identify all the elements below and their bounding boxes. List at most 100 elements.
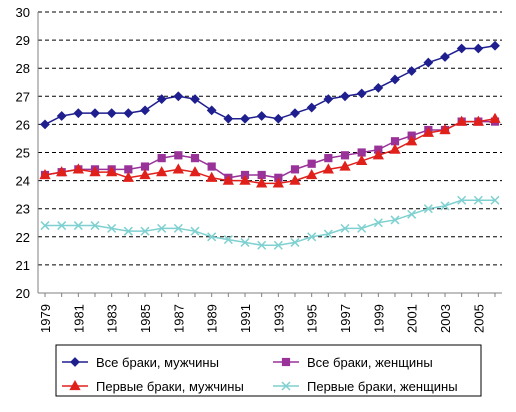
data-point-0-1985 [140, 105, 150, 116]
data-point-2-1983 [106, 166, 118, 177]
grid [38, 11, 502, 266]
data-point-3-1987-b [173, 223, 183, 233]
y-tick-label-28: 28 [16, 61, 30, 76]
data-point-0-2003 [440, 52, 450, 62]
x-tick-label-1993: 1993 [271, 304, 286, 333]
series-3 [40, 195, 500, 250]
data-point-2-1998 [356, 154, 368, 166]
data-point-2-1993 [272, 177, 284, 188]
series-layer [39, 40, 501, 250]
y-tick-label-26: 26 [16, 117, 30, 132]
data-point-2-2001 [406, 135, 418, 146]
data-point-0-1986 [156, 94, 167, 105]
x-tick-label-1989: 1989 [205, 304, 220, 333]
data-point-0-2006 [490, 40, 500, 51]
data-point-3-1999 [373, 218, 383, 228]
data-point-3-1987 [173, 223, 183, 233]
series-0 [40, 40, 500, 130]
data-point-0-2004 [456, 43, 467, 54]
axes: 20 21 22 23 24 25 26 27 28 29 30 1979 1981 1983 1985 19… [16, 5, 502, 333]
data-point-2-2005 [472, 115, 484, 126]
x-tick-label-2003: 2003 [438, 304, 453, 333]
data-point-3-2003 [440, 201, 450, 211]
data-point-2-1986 [156, 166, 168, 177]
x-tick-label-1995: 1995 [305, 304, 320, 333]
x-tick-label-1997: 1997 [338, 304, 353, 333]
data-point-3-1980 [57, 221, 67, 231]
data-point-3-1991 [240, 237, 250, 247]
legend-box [55, 344, 482, 397]
data-point-0-1992 [256, 111, 267, 121]
legend-label-3: Первые браки, женщины [307, 379, 458, 394]
data-point-2-1992 [256, 177, 268, 188]
x-tick-label-2005: 2005 [471, 304, 486, 333]
data-point-2-1979 [39, 168, 51, 180]
legend-marker-2 [69, 379, 81, 391]
data-point-0-2005 [473, 43, 484, 54]
data-point-2-2003 [439, 123, 451, 135]
y-tick-label-24: 24 [16, 174, 30, 189]
data-point-3-1994-b [290, 237, 300, 247]
data-point-2-2002 [422, 126, 434, 137]
x-tick-label-1999: 1999 [371, 304, 386, 333]
y-tick-label-30: 30 [16, 5, 30, 20]
data-point-0-1979 [40, 119, 50, 130]
data-point-3-1983 [107, 223, 117, 233]
x-tick-label-1987: 1987 [171, 304, 186, 333]
data-point-2-1980 [56, 166, 68, 177]
data-point-1-1989 [207, 162, 216, 171]
data-point-2-1996 [322, 163, 334, 174]
data-point-3-1995 [307, 232, 317, 242]
data-point-1-1997 [340, 151, 350, 160]
data-point-0-1998 [356, 88, 367, 99]
data-point-0-1999 [373, 82, 384, 93]
x-tick-label-1985: 1985 [138, 304, 153, 333]
data-point-0-2001 [406, 66, 417, 76]
data-point-3-1990 [223, 235, 233, 245]
data-point-3-1998-b [357, 223, 367, 233]
data-point-2-1995 [306, 168, 318, 180]
data-point-0-1981 [73, 108, 84, 119]
legend-label-2: Первые браки, мужчины [96, 379, 244, 394]
data-point-0-1996 [323, 94, 334, 105]
data-point-0-1995 [306, 102, 317, 113]
data-point-3-1988-b [190, 226, 200, 236]
data-point-3-1992 [257, 240, 267, 250]
data-point-3-1986-b [157, 223, 167, 233]
legend-label-1: Все браки, женщины [307, 355, 433, 370]
y-tick-label-20: 20 [16, 286, 30, 301]
data-point-3-2005 [473, 195, 483, 205]
data-point-0-1987 [173, 91, 184, 102]
data-point-0-1984 [123, 108, 134, 119]
data-point-2-1985 [139, 168, 151, 180]
y-tick-label-23: 23 [16, 202, 30, 217]
data-point-3-2004 [457, 195, 467, 205]
data-point-3-2006-b [490, 195, 500, 205]
series-line-2 [44, 118, 496, 185]
series-line-1 [44, 120, 495, 179]
data-point-3-2001-b [407, 209, 417, 219]
data-point-0-1997 [340, 91, 350, 102]
legend-marker-3 [281, 381, 291, 391]
data-point-3-2002 [423, 204, 433, 214]
data-point-3-1988 [190, 226, 200, 236]
data-point-0-1980 [56, 111, 67, 121]
y-tick-label-27: 27 [16, 89, 30, 104]
data-point-3-2000-b [390, 215, 400, 225]
legend-label-0: Все браки, мужчины [96, 355, 219, 370]
data-point-3-1984-b [123, 226, 133, 236]
y-tick-label-29: 29 [16, 33, 30, 48]
data-point-3-1979-b [40, 221, 50, 231]
data-point-2-1988 [189, 166, 201, 177]
data-point-3-1997 [340, 223, 350, 233]
data-point-3-2004-b [457, 195, 467, 205]
data-point-1-1988 [190, 154, 200, 163]
series-line-0 [44, 44, 496, 126]
data-point-1-1987 [174, 151, 183, 160]
data-point-1-1994 [290, 165, 300, 174]
data-point-2-1984 [122, 171, 134, 182]
data-point-3-1991-b [240, 237, 250, 247]
data-point-3-1993-b [273, 240, 283, 250]
data-point-2-1999 [372, 149, 384, 160]
data-point-1-1995 [307, 159, 316, 168]
